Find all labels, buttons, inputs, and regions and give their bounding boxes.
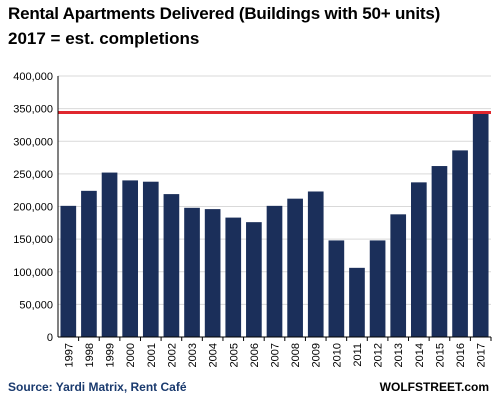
x-tick-label: 2007	[270, 343, 282, 367]
x-tick-label: 2002	[166, 343, 178, 367]
x-tick-label: 2016	[455, 343, 467, 367]
bar	[60, 205, 77, 337]
x-tick-label: 2003	[187, 343, 199, 367]
x-tick-label: 1997	[63, 343, 75, 367]
x-tick-label: 2004	[208, 343, 220, 367]
x-tick-label: 1999	[105, 343, 117, 367]
x-tick-label: 2000	[125, 343, 137, 367]
x-tick-label: 2010	[331, 343, 343, 367]
bar	[122, 180, 139, 337]
bar	[184, 207, 200, 337]
bar	[349, 267, 365, 337]
x-tick-label: 2001	[146, 343, 158, 367]
x-tick-label: 2009	[311, 343, 323, 367]
y-tick-label: 300,000	[13, 136, 53, 148]
chart-subtitle: 2017 = est. completions	[8, 29, 200, 48]
bar	[472, 111, 489, 337]
y-tick-label: 400,000	[13, 71, 53, 83]
chart-title: Rental Apartments Delivered (Buildings w…	[8, 4, 441, 23]
x-tick-label: 2017	[476, 343, 488, 367]
x-tick-label: 1998	[84, 343, 96, 367]
bar	[101, 172, 118, 337]
brand-logo-text: WOLFSTREET.com	[379, 380, 489, 394]
x-tick-label: 2013	[393, 343, 405, 367]
bar	[390, 214, 407, 337]
bar	[369, 240, 386, 337]
y-tick-label: 150,000	[13, 234, 53, 246]
bar	[431, 166, 448, 337]
x-tick-label: 2015	[434, 343, 446, 367]
y-tick-label: 0	[47, 332, 53, 344]
bar	[204, 209, 221, 337]
y-tick-label: 350,000	[13, 104, 53, 116]
bar	[287, 198, 303, 337]
bar	[246, 222, 262, 337]
source-note: Source: Yardi Matrix, Rent Café	[8, 380, 187, 394]
bar	[266, 205, 283, 337]
bar	[307, 191, 324, 337]
y-tick-label: 100,000	[13, 267, 53, 279]
x-tick-label: 2014	[414, 343, 426, 367]
y-tick-label: 50,000	[19, 299, 53, 311]
bar	[142, 181, 159, 337]
bar	[410, 182, 427, 337]
bar	[225, 217, 242, 337]
x-tick-label: 2012	[373, 343, 385, 367]
bar	[81, 190, 97, 337]
y-tick-label: 250,000	[13, 169, 53, 181]
y-tick-label: 200,000	[13, 202, 53, 214]
bar	[452, 150, 468, 337]
bar	[163, 194, 180, 337]
x-tick-label: 2006	[249, 343, 261, 367]
x-tick-label: 2008	[290, 343, 302, 367]
x-tick-label: 2011	[352, 343, 364, 367]
x-tick-label: 2005	[228, 343, 240, 367]
bar	[328, 240, 345, 337]
